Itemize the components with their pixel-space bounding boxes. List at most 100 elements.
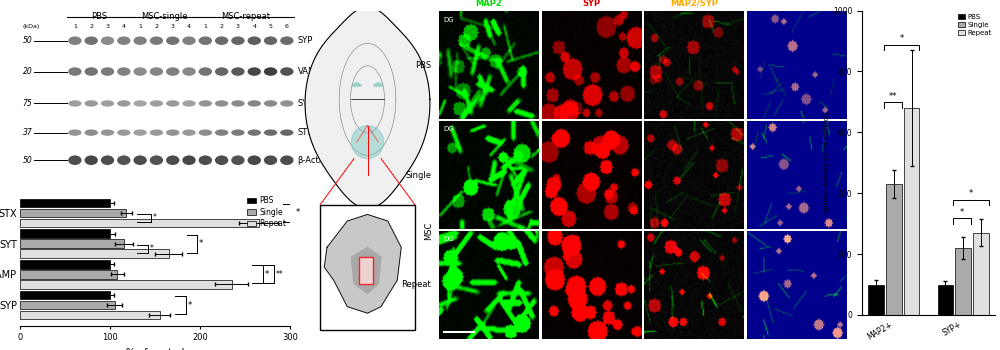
Ellipse shape: [166, 130, 179, 136]
Ellipse shape: [280, 130, 294, 136]
Text: MSC: MSC: [424, 222, 433, 240]
Text: 4: 4: [187, 24, 191, 29]
Legend: PBS, Single, Repeat: PBS, Single, Repeat: [247, 196, 286, 228]
Text: (kDa): (kDa): [23, 24, 40, 29]
Ellipse shape: [248, 100, 261, 107]
Text: 3: 3: [236, 24, 240, 29]
Text: Repeat: Repeat: [401, 280, 431, 289]
Text: *: *: [969, 189, 973, 198]
Text: DG: DG: [443, 16, 454, 23]
Ellipse shape: [150, 36, 163, 45]
Ellipse shape: [248, 130, 261, 136]
Text: PBS: PBS: [415, 61, 431, 70]
Ellipse shape: [231, 155, 245, 165]
Ellipse shape: [280, 36, 294, 45]
Ellipse shape: [231, 67, 245, 76]
Ellipse shape: [166, 36, 179, 45]
Ellipse shape: [182, 130, 196, 136]
Ellipse shape: [182, 36, 196, 45]
Ellipse shape: [280, 155, 294, 165]
Ellipse shape: [264, 36, 277, 45]
Text: 75: 75: [23, 99, 32, 108]
Bar: [955, 248, 971, 315]
Text: MAP2: MAP2: [475, 0, 502, 8]
Ellipse shape: [248, 67, 261, 76]
Polygon shape: [374, 83, 383, 86]
Ellipse shape: [182, 67, 196, 76]
Text: 3: 3: [106, 24, 110, 29]
Text: 1: 1: [203, 24, 207, 29]
Ellipse shape: [85, 36, 98, 45]
Text: 2: 2: [89, 24, 93, 29]
Text: STX: STX: [298, 128, 314, 137]
Ellipse shape: [150, 67, 163, 76]
Ellipse shape: [101, 155, 114, 165]
Text: 37: 37: [23, 128, 32, 137]
Ellipse shape: [117, 67, 130, 76]
Text: 5: 5: [269, 24, 272, 29]
Polygon shape: [351, 126, 384, 159]
Ellipse shape: [215, 36, 228, 45]
Ellipse shape: [150, 130, 163, 136]
Ellipse shape: [231, 130, 245, 136]
Bar: [886, 184, 902, 315]
Ellipse shape: [182, 100, 196, 107]
Ellipse shape: [85, 130, 98, 136]
Bar: [904, 108, 919, 315]
Ellipse shape: [215, 100, 228, 107]
Text: MSC-repeat: MSC-repeat: [222, 12, 271, 21]
Ellipse shape: [182, 155, 196, 165]
Text: *: *: [960, 208, 964, 217]
Ellipse shape: [264, 155, 277, 165]
Ellipse shape: [117, 155, 130, 165]
Ellipse shape: [85, 155, 98, 165]
Ellipse shape: [133, 130, 147, 136]
Text: 50: 50: [23, 156, 32, 165]
Bar: [20, 239, 124, 248]
Y-axis label: optical density (% of control): optical density (% of control): [824, 112, 830, 214]
Text: DG: DG: [443, 236, 454, 242]
Text: 2: 2: [154, 24, 158, 29]
Bar: [20, 291, 110, 299]
Text: 50: 50: [23, 36, 32, 45]
Text: 3: 3: [171, 24, 175, 29]
Bar: [20, 250, 168, 258]
Text: *: *: [152, 214, 156, 222]
Ellipse shape: [199, 130, 212, 136]
Ellipse shape: [85, 100, 98, 107]
Ellipse shape: [199, 67, 212, 76]
Ellipse shape: [215, 155, 228, 165]
Bar: [320, 205, 415, 330]
Bar: [20, 229, 110, 238]
Text: 2: 2: [220, 24, 224, 29]
Ellipse shape: [85, 67, 98, 76]
Ellipse shape: [101, 100, 114, 107]
Ellipse shape: [117, 100, 130, 107]
Bar: [20, 280, 232, 289]
Bar: [20, 219, 258, 227]
Polygon shape: [305, 7, 430, 208]
Ellipse shape: [280, 100, 294, 107]
Ellipse shape: [133, 100, 147, 107]
Bar: [20, 260, 110, 268]
Ellipse shape: [248, 36, 261, 45]
Bar: [20, 311, 160, 320]
Text: MAP2/SYP: MAP2/SYP: [670, 0, 718, 8]
Ellipse shape: [133, 155, 147, 165]
Ellipse shape: [101, 67, 114, 76]
Text: *: *: [199, 239, 203, 248]
Ellipse shape: [166, 100, 179, 107]
Text: *: *: [150, 244, 153, 253]
Text: **: **: [276, 270, 283, 279]
Text: MSC-single: MSC-single: [141, 12, 188, 21]
Ellipse shape: [215, 67, 228, 76]
Text: DG: DG: [443, 126, 454, 132]
Ellipse shape: [264, 130, 277, 136]
Text: SYT: SYT: [298, 99, 313, 108]
Ellipse shape: [68, 130, 82, 136]
Ellipse shape: [231, 36, 245, 45]
Text: *: *: [265, 270, 269, 279]
Text: *: *: [295, 208, 300, 217]
Ellipse shape: [101, 36, 114, 45]
Ellipse shape: [199, 36, 212, 45]
